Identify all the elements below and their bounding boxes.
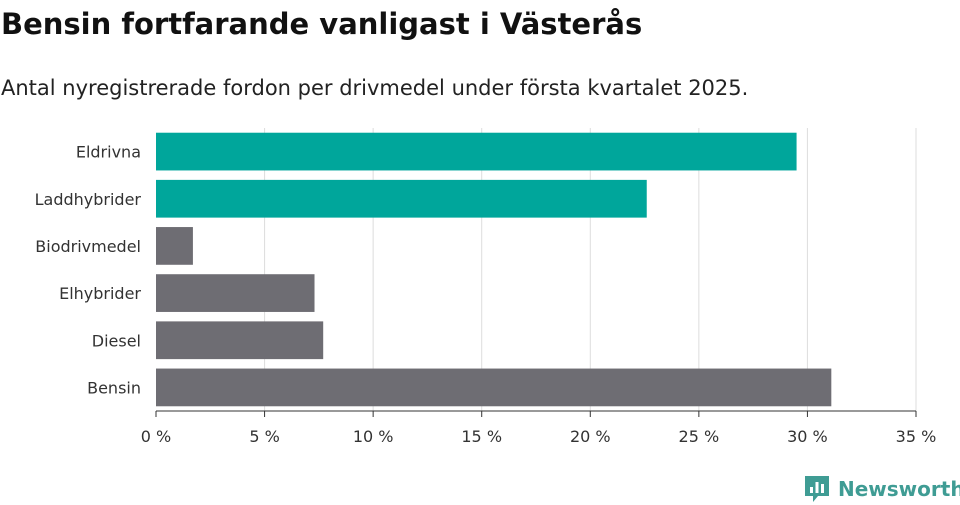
category-label: Bensin xyxy=(87,378,141,397)
x-tick-label: 15 % xyxy=(461,427,502,446)
chart-title: Bensin fortfarande vanligast i Västerås xyxy=(1,7,643,41)
grid-lines xyxy=(264,128,917,411)
category-labels: Eldrivna Laddhybrider Biodrivmedel Elhybrid… xyxy=(35,143,142,398)
x-tick-label: 5 % xyxy=(249,427,279,446)
x-tick-label: 25 % xyxy=(679,427,720,446)
brand-logo: Newsworthy xyxy=(804,474,960,504)
x-tick-label: 10 % xyxy=(353,427,394,446)
bars xyxy=(156,132,832,407)
category-label: Elhybrider xyxy=(59,284,141,303)
bar xyxy=(156,179,647,218)
bar xyxy=(156,132,797,171)
category-label: Biodrivmedel xyxy=(35,237,141,256)
x-tick-label: 0 % xyxy=(141,427,171,446)
category-label: Eldrivna xyxy=(76,143,141,162)
x-tick-label: 35 % xyxy=(896,427,937,446)
bar xyxy=(156,227,193,265)
x-tick-label: 30 % xyxy=(787,427,828,446)
bar xyxy=(156,321,324,360)
category-label: Diesel xyxy=(92,331,141,350)
brand-name: Newsworthy xyxy=(838,477,960,501)
chart-subtitle: Antal nyregistrerade fordon per drivmede… xyxy=(1,76,749,100)
bar xyxy=(156,274,315,312)
category-label: Laddhybrider xyxy=(35,190,142,209)
bar-chart: Eldrivna Laddhybrider Biodrivmedel Elhybrid… xyxy=(35,128,937,446)
bar xyxy=(156,368,832,407)
newsworthy-logo-icon xyxy=(805,476,829,502)
x-axis: 0 % 5 % 10 % 15 % 20 % 25 % 30 % 35 % xyxy=(141,410,937,446)
x-tick-label: 20 % xyxy=(570,427,611,446)
